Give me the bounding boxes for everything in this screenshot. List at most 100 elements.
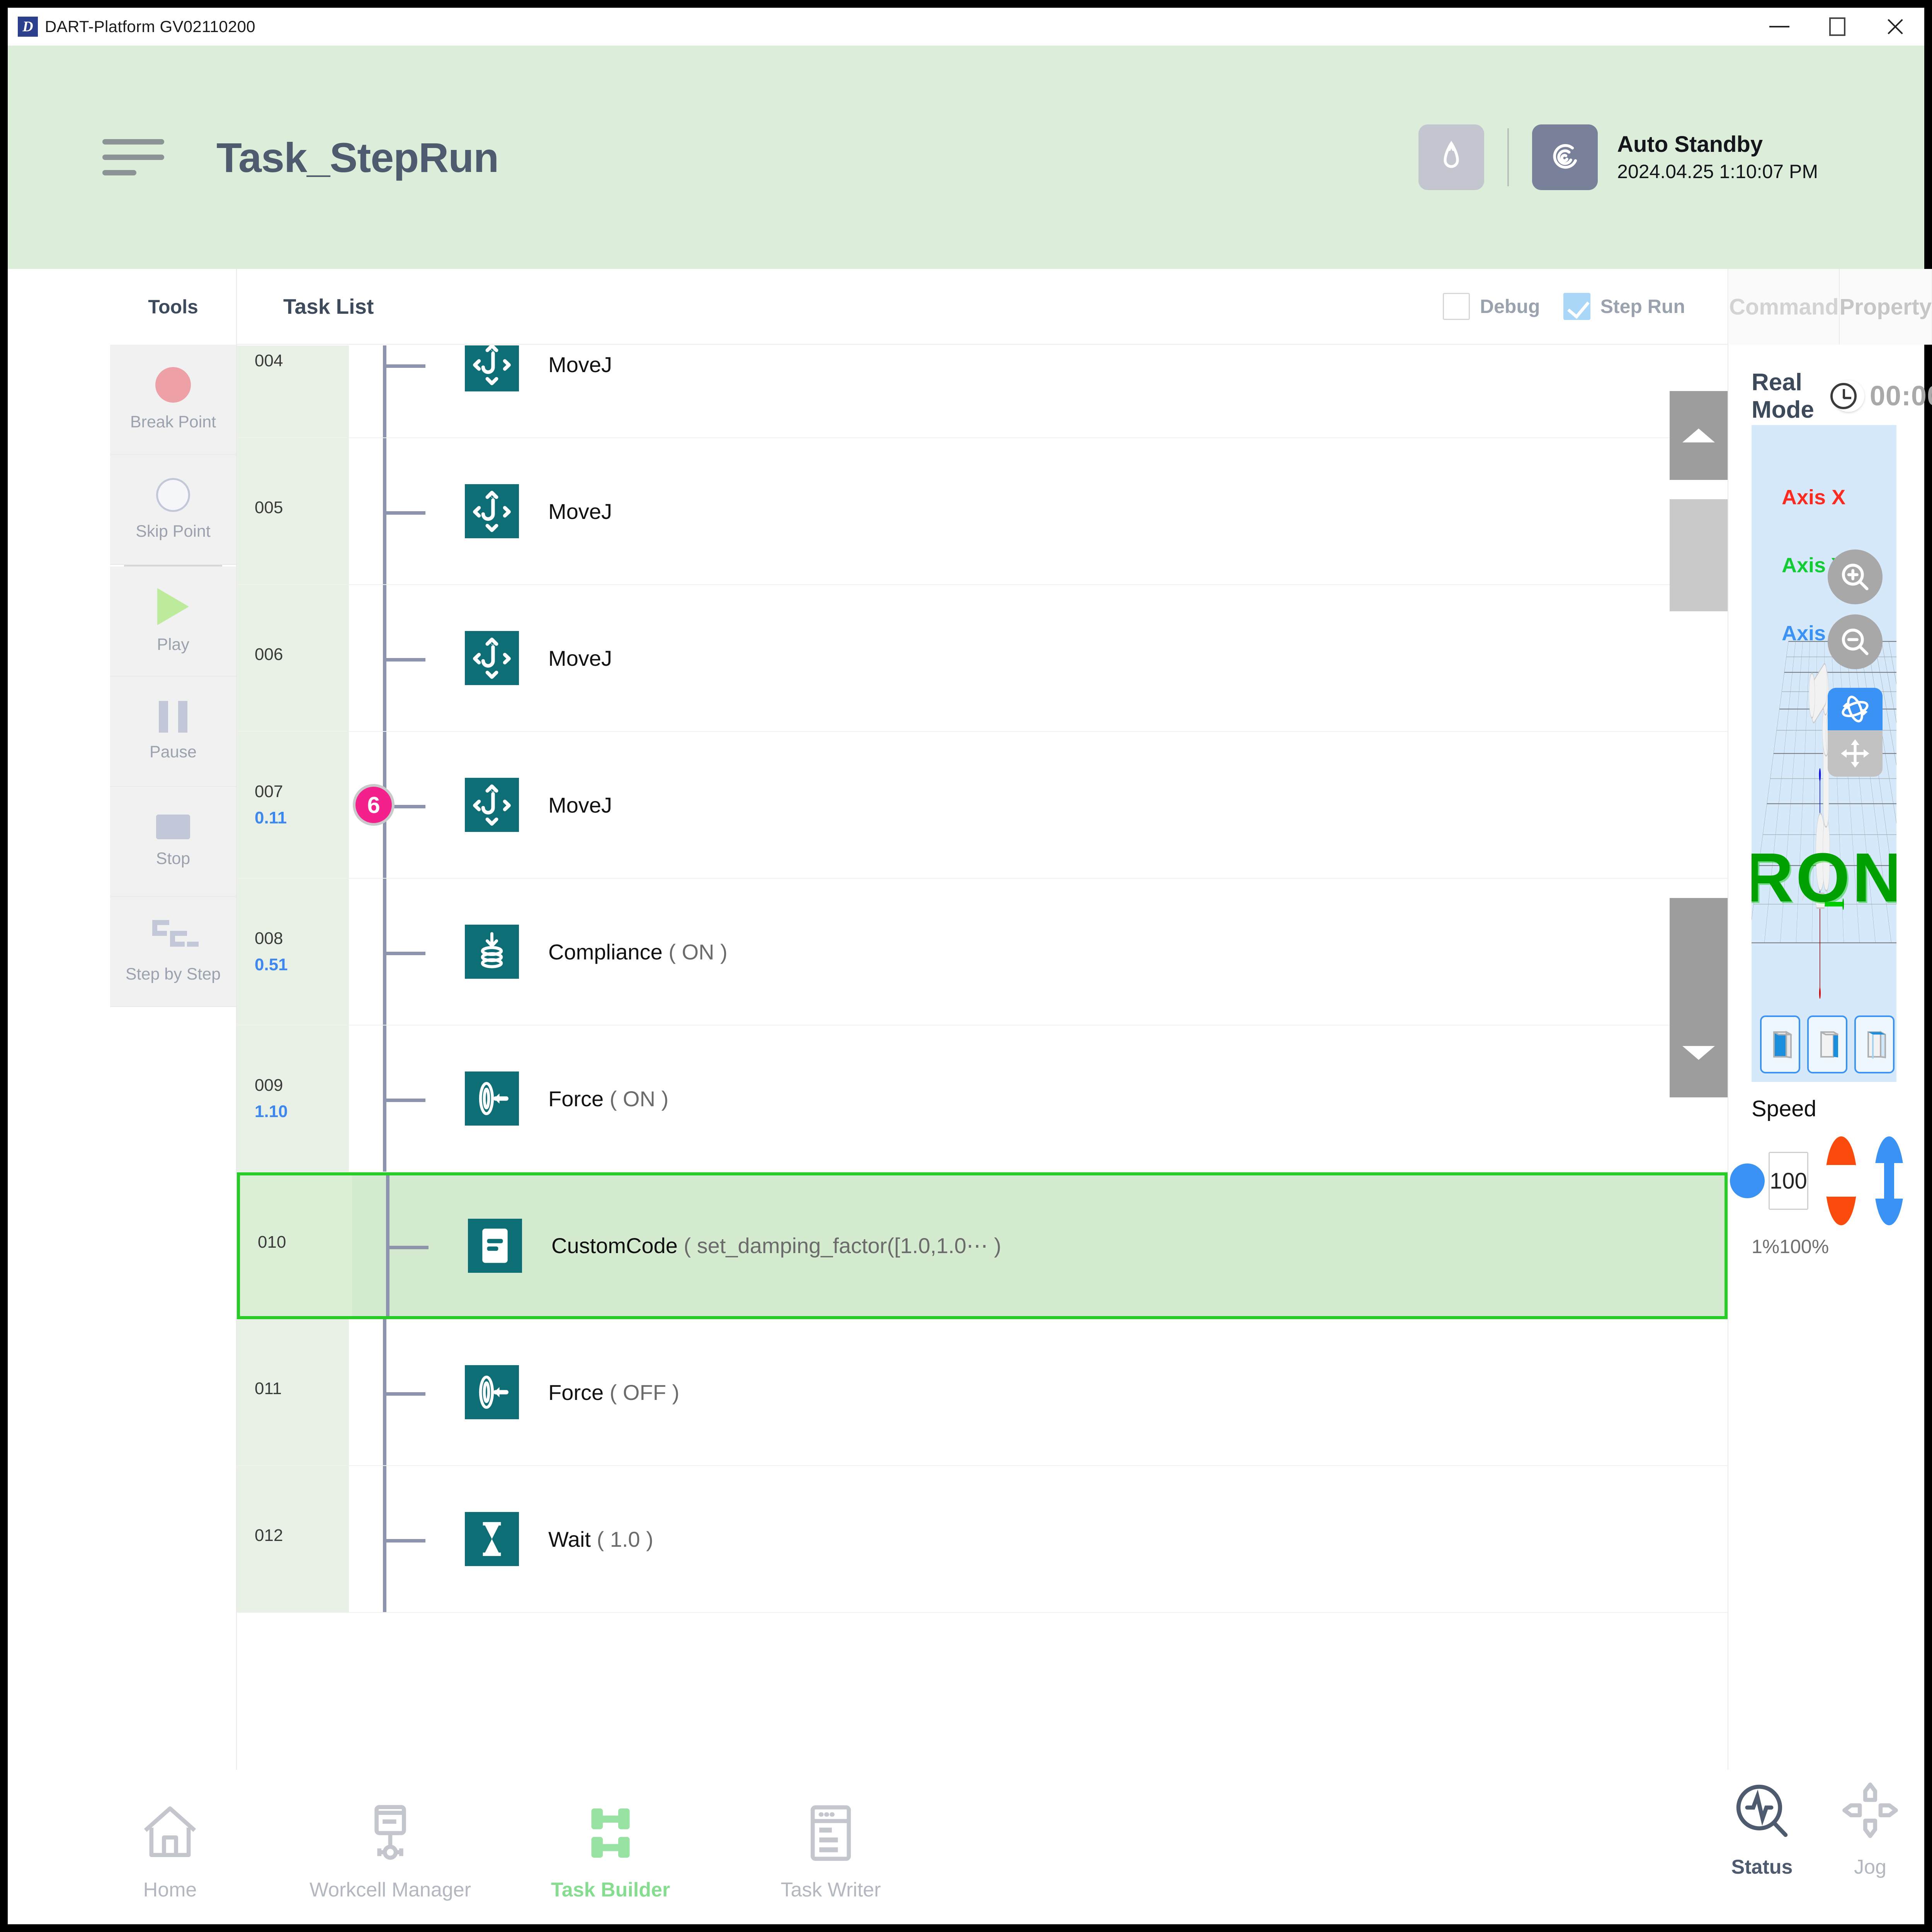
nav-label: Jog <box>1854 1856 1886 1878</box>
scroll-up-button[interactable] <box>1670 391 1728 480</box>
header-right-group: Auto Standby 2024.04.25 1:10:07 PM <box>1418 124 1818 190</box>
tab-property[interactable]: Property <box>1839 269 1932 345</box>
row-command-name: Force ( OFF ) <box>548 1380 679 1405</box>
pause-button[interactable] <box>1874 1136 1904 1225</box>
row-indent-line <box>349 585 425 731</box>
table-row[interactable]: 005 MoveJ <box>237 438 1728 585</box>
row-number-cell: 012 <box>237 1466 349 1612</box>
table-row[interactable]: 009 1.10 <box>237 1026 1728 1172</box>
robot-3d-viewport[interactable]: Axis X Axis Y Axis Z FRONT <box>1752 425 1896 1082</box>
header-divider <box>1507 128 1509 186</box>
task-list-scroll-area[interactable]: 004 MoveJ <box>237 345 1728 1770</box>
step-run-checkbox-row[interactable]: Step Run <box>1563 293 1685 320</box>
header-status-block: Auto Standby 2024.04.25 1:10:07 PM <box>1617 130 1818 185</box>
nav-item-task-writer[interactable]: Task Writer <box>738 1793 923 1901</box>
spiral-icon[interactable] <box>1532 124 1598 190</box>
tab-command[interactable]: Command <box>1729 269 1840 345</box>
nav-group-left: Home Workcell Manager <box>77 1793 923 1901</box>
row-number: 009 <box>255 1076 283 1095</box>
force-icon <box>465 1071 519 1126</box>
hamburger-icon[interactable] <box>102 129 174 185</box>
task-list-scrollbar[interactable] <box>1670 345 1728 1770</box>
tool-skip-point[interactable]: Skip Point <box>110 455 236 565</box>
row-number-cell: 005 <box>237 438 349 584</box>
table-row[interactable]: 007 0.11 6 MoveJ <box>237 732 1728 879</box>
elapsed-timer: 00:00:05.84 <box>1869 381 1932 412</box>
movej-icon <box>465 345 519 391</box>
pause-bars-icon <box>159 701 187 733</box>
table-row[interactable]: 006 MoveJ <box>237 585 1728 732</box>
tool-stop[interactable]: Stop <box>110 787 236 897</box>
nav-label: Task Writer <box>781 1879 881 1901</box>
nav-group-right: Status Jog Setting <box>1729 1770 1898 1924</box>
tool-label: Pause <box>150 743 197 761</box>
movej-icon <box>465 484 519 538</box>
chevron-up-icon <box>1682 429 1715 442</box>
task-writer-icon <box>798 1793 864 1866</box>
scroll-down-button[interactable] <box>1670 1009 1728 1097</box>
debug-checkbox-row[interactable]: Debug <box>1443 293 1540 320</box>
scrollbar-thumb[interactable] <box>1670 499 1728 611</box>
nav-item-jog[interactable]: Jog <box>1837 1770 1903 1924</box>
speed-slider-handle[interactable] <box>1730 1163 1765 1198</box>
debug-label: Debug <box>1480 296 1540 317</box>
timer-group: 00:00:05.84 <box>1830 380 1932 412</box>
speed-value-input[interactable]: 100 <box>1769 1152 1808 1210</box>
nav-item-task-builder[interactable]: Task Builder <box>518 1793 703 1901</box>
movej-icon <box>465 778 519 832</box>
step-run-label: Step Run <box>1600 296 1685 317</box>
nav-label: Home <box>143 1879 197 1901</box>
table-row[interactable]: 004 MoveJ <box>237 345 1728 438</box>
row-indent-line <box>349 879 425 1025</box>
table-row[interactable]: 008 0.51 <box>237 879 1728 1026</box>
stop-button[interactable] <box>1825 1136 1857 1225</box>
tool-label: Stop <box>156 849 190 868</box>
view-iso-icon[interactable] <box>1854 1015 1895 1073</box>
row-number: 012 <box>255 1526 283 1545</box>
maximize-button[interactable] <box>1808 8 1866 46</box>
table-row[interactable]: 011 Forc <box>237 1319 1728 1466</box>
zoom-in-icon[interactable] <box>1828 549 1883 604</box>
view-right-icon[interactable] <box>1807 1015 1847 1073</box>
step-run-checkbox[interactable] <box>1563 293 1590 320</box>
nav-item-workcell-manager[interactable]: Workcell Manager <box>298 1793 483 1901</box>
debug-checkbox[interactable] <box>1443 293 1470 320</box>
nav-item-status[interactable]: Status <box>1729 1770 1795 1924</box>
nav-item-home[interactable]: Home <box>77 1793 263 1901</box>
tools-divider <box>124 565 222 566</box>
view-front-icon[interactable] <box>1760 1015 1800 1073</box>
row-command-name: MoveJ <box>548 499 612 524</box>
row-command-args: ( set_damping_factor([1.0,1.0⋯ ) <box>684 1233 1002 1258</box>
nav-label: Status <box>1731 1856 1793 1878</box>
workcell-icon <box>357 1793 423 1866</box>
tool-break-point[interactable]: Break Point <box>110 345 236 455</box>
task-list-options: Debug Step Run <box>1443 293 1685 320</box>
table-row[interactable]: 012 Wait ( 1.0 ) <box>237 1466 1728 1613</box>
rotate-icon[interactable] <box>1828 688 1883 730</box>
row-command-name: CustomCode ( set_damping_factor([1.0,1.0… <box>551 1233 1001 1259</box>
pan-icon[interactable] <box>1828 730 1883 777</box>
row-indent-line <box>349 1466 425 1612</box>
robot-status-icon[interactable] <box>1418 124 1485 190</box>
row-number: 011 <box>255 1379 282 1398</box>
jog-arrows-icon <box>1837 1770 1903 1843</box>
window-titlebar: D DART-Platform GV02110200 <box>8 8 1924 46</box>
minimize-button[interactable] <box>1750 8 1808 46</box>
force-icon <box>465 1365 519 1419</box>
tool-step-by-step[interactable]: Step by Step <box>110 897 236 1007</box>
datetime-label: 2024.04.25 1:10:07 PM <box>1617 160 1818 182</box>
zoom-out-icon[interactable] <box>1828 614 1883 669</box>
hollow-circle-icon <box>156 478 190 512</box>
close-button[interactable] <box>1866 8 1924 46</box>
row-number-cell: 009 1.10 <box>237 1026 349 1172</box>
tool-pause[interactable]: Pause <box>110 677 236 787</box>
clock-icon <box>1830 383 1857 409</box>
tool-label: Play <box>157 635 189 654</box>
speed-controls: 100 <box>1730 1136 1904 1225</box>
tool-label: Break Point <box>130 413 216 431</box>
tool-play[interactable]: Play <box>110 566 236 677</box>
scrollbar-thumb-secondary[interactable] <box>1670 898 1728 1010</box>
table-row-selected[interactable]: 010 CustomCode <box>237 1172 1728 1319</box>
compliance-icon <box>465 925 519 979</box>
